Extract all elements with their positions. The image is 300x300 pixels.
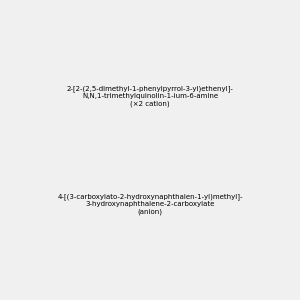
Text: 2-[2-(2,5-dimethyl-1-phenylpyrrol-3-yl)ethenyl]-
N,N,1-trimethylquinolin-1-ium-6: 2-[2-(2,5-dimethyl-1-phenylpyrrol-3-yl)e… [67, 85, 233, 106]
Text: 4-[(3-carboxylato-2-hydroxynaphthalen-1-yl)methyl]-
3-hydroxynaphthalene-2-carbo: 4-[(3-carboxylato-2-hydroxynaphthalen-1-… [57, 194, 243, 214]
